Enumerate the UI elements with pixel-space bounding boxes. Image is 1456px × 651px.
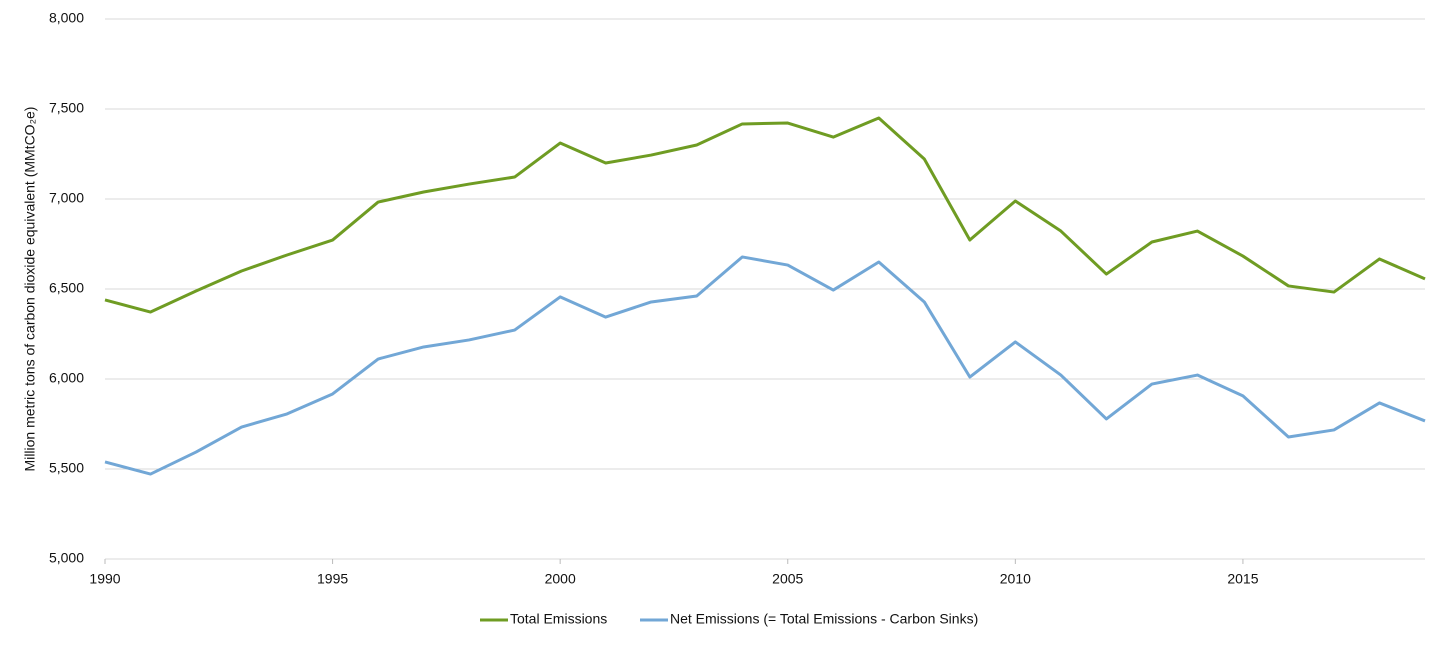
x-tick-label: 1990: [89, 571, 120, 587]
legend-label: Total Emissions: [510, 611, 607, 627]
legend-label: Net Emissions (= Total Emissions - Carbo…: [670, 611, 978, 627]
series-line: [104, 116, 1426, 314]
series-line: [104, 255, 1426, 476]
x-tick-label: 2010: [1000, 571, 1031, 587]
y-tick-label: 6,500: [49, 280, 84, 296]
y-axis-label: Million metric tons of carbon dioxide eq…: [22, 107, 38, 472]
y-tick-label: 5,000: [49, 550, 84, 566]
y-tick-label: 5,500: [49, 460, 84, 476]
x-tick-label: 2015: [1227, 571, 1258, 587]
y-tick-label: 7,500: [49, 100, 84, 116]
y-tick-label: 6,000: [49, 370, 84, 386]
x-tick-label: 1995: [317, 571, 348, 587]
y-tick-label: 8,000: [49, 10, 84, 26]
y-tick-label: 7,000: [49, 190, 84, 206]
x-tick-label: 2005: [772, 571, 803, 587]
x-tick-label: 2000: [545, 571, 576, 587]
